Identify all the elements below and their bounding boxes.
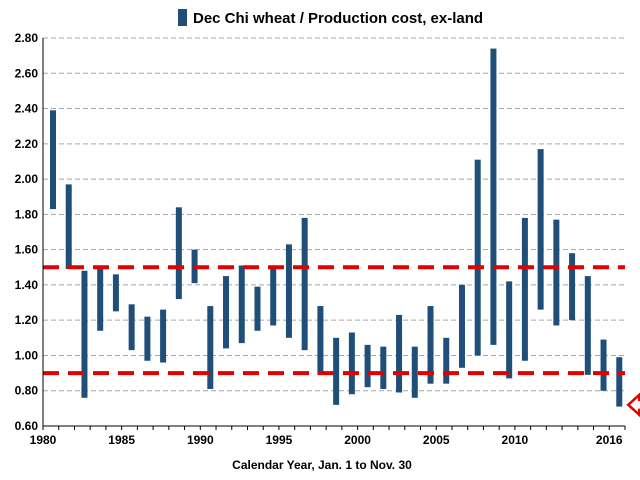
x-tick-label: 2010 bbox=[502, 433, 529, 447]
x-tick-label: 2005 bbox=[423, 433, 450, 447]
legend: Dec Chi wheat / Production cost, ex-land bbox=[178, 9, 483, 27]
range-bar-1984 bbox=[112, 274, 119, 312]
y-tick-label: 2.40 bbox=[15, 102, 39, 116]
range-bar-1995 bbox=[285, 244, 292, 338]
y-tick-label: 1.60 bbox=[15, 243, 39, 257]
range-bar-2016 bbox=[616, 357, 623, 407]
range-bar-1997 bbox=[317, 306, 324, 375]
legend-label: Dec Chi wheat / Production cost, ex-land bbox=[193, 10, 483, 27]
range-bar-1980 bbox=[50, 110, 56, 210]
range-bar-1999 bbox=[348, 332, 355, 395]
range-bar-2014 bbox=[584, 276, 591, 375]
range-bar-2010 bbox=[521, 217, 528, 361]
x-tick-label: 2016 bbox=[596, 433, 623, 447]
range-bar-2009 bbox=[506, 281, 513, 379]
range-bar-2011 bbox=[537, 149, 544, 310]
axes: 0.60 0.80 1.00 1.20 1.40 1.60 1.80 2.00 2.20 2.40… bbox=[15, 31, 626, 447]
range-bar-1993 bbox=[254, 286, 261, 331]
range-bar-2004 bbox=[427, 306, 434, 384]
x-tick-label: 1995 bbox=[266, 433, 293, 447]
range-bar-1987 bbox=[160, 309, 167, 363]
range-bar-1992 bbox=[238, 265, 245, 344]
range-bar-1990 bbox=[207, 306, 214, 389]
x-axis-title: Calendar Year, Jan. 1 to Nov. 30 bbox=[232, 458, 412, 472]
y-tick-label: 0.60 bbox=[15, 419, 39, 433]
bar-layer bbox=[50, 48, 623, 407]
range-bar-2006 bbox=[458, 284, 465, 368]
legend-swatch bbox=[178, 9, 187, 26]
y-tick-label: 1.20 bbox=[15, 313, 39, 327]
y-tick-label: 2.20 bbox=[15, 137, 39, 151]
y-tick-label: 1.40 bbox=[15, 278, 39, 292]
range-bar-1991 bbox=[223, 276, 230, 349]
y-tick-label: 1.00 bbox=[15, 348, 39, 362]
x-tick-label: 2000 bbox=[344, 433, 371, 447]
range-bar-2007 bbox=[474, 159, 481, 356]
range-bar-1998 bbox=[333, 337, 340, 405]
range-bar-2015 bbox=[600, 339, 607, 391]
annotations bbox=[626, 392, 640, 418]
y-tick-label: 0.80 bbox=[15, 384, 39, 398]
range-bar-1988 bbox=[175, 207, 182, 300]
range-bar-1983 bbox=[97, 269, 104, 331]
range-bar-2000 bbox=[364, 344, 371, 388]
range-bar-2008 bbox=[490, 48, 497, 345]
range-bar-1981 bbox=[65, 184, 72, 270]
y-tick-label: 2.80 bbox=[15, 31, 39, 45]
range-bar-1982 bbox=[81, 270, 88, 398]
range-bar-1996 bbox=[301, 217, 308, 351]
range-bar-2005 bbox=[443, 337, 450, 384]
x-tick-label: 1985 bbox=[108, 433, 135, 447]
x-tick-label: 1990 bbox=[187, 433, 214, 447]
range-bar-2001 bbox=[380, 346, 387, 389]
y-tick-label: 2.00 bbox=[15, 172, 39, 186]
range-bar-2002 bbox=[396, 314, 403, 393]
range-bar-2012 bbox=[553, 219, 560, 326]
range-bar-1986 bbox=[144, 316, 151, 361]
y-tick-label: 2.60 bbox=[15, 66, 39, 80]
left-arrow-icon bbox=[626, 392, 640, 418]
x-tick-label: 1980 bbox=[30, 433, 57, 447]
range-bar-2003 bbox=[411, 346, 418, 398]
range-bar-1994 bbox=[270, 265, 277, 326]
reference-lines bbox=[43, 265, 625, 376]
y-tick-label: 1.80 bbox=[15, 207, 39, 221]
range-bar-2013 bbox=[569, 253, 576, 321]
range-bar-1985 bbox=[128, 304, 135, 351]
